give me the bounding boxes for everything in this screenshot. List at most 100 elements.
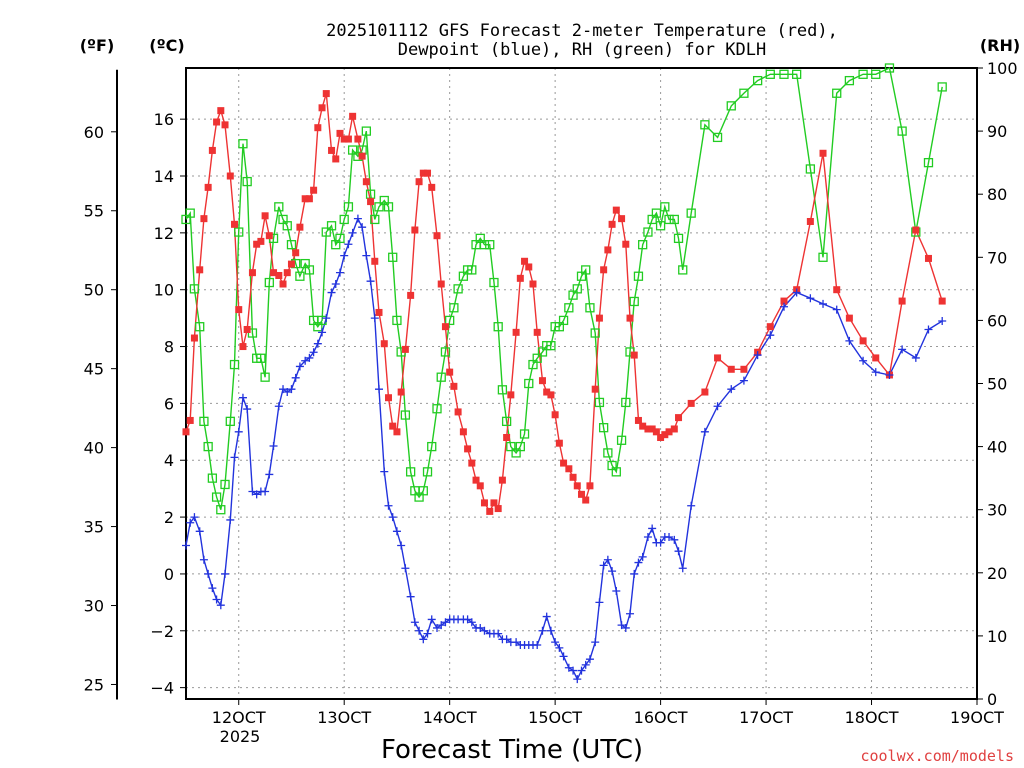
dewpoint-point	[234, 427, 243, 436]
dewpoint-point	[375, 385, 384, 394]
rh-point	[621, 397, 631, 408]
dewpoint-point	[261, 487, 270, 496]
rh-point	[493, 322, 503, 332]
x-tick-label: 16OCT	[634, 708, 688, 727]
rh-point	[590, 328, 600, 338]
temperature-point	[604, 246, 612, 254]
temperature-point	[375, 308, 383, 316]
credit-link[interactable]: coolwx.com/models	[860, 747, 1014, 765]
dewpoint-point	[437, 621, 446, 630]
rh-point	[897, 126, 907, 136]
dewpoint-point	[727, 385, 736, 394]
fahrenheit-tick-label: 50	[84, 281, 104, 300]
dewpoint-point	[559, 652, 568, 661]
dewpoint-point	[441, 618, 450, 627]
dewpoint-point	[739, 376, 748, 385]
rh-point	[418, 486, 428, 496]
rh-point	[572, 284, 582, 294]
rh-point	[818, 252, 828, 262]
dewpoint-point	[331, 280, 340, 289]
dewpoint-point	[186, 518, 195, 527]
dewpoint-point	[291, 373, 300, 382]
temperature-point	[437, 280, 445, 288]
rh-tick-label: 80	[987, 185, 1007, 204]
rh-point	[700, 120, 710, 130]
temperature-point	[283, 269, 291, 277]
dewpoint-point	[480, 626, 489, 635]
rh-point	[765, 69, 775, 79]
temperature-point	[454, 408, 462, 416]
celsius-tick-label: 6	[164, 394, 174, 413]
rh-point	[805, 164, 816, 174]
temperature-point	[533, 328, 541, 336]
temperature-point	[924, 254, 932, 262]
dewpoint-point	[301, 356, 310, 365]
rh-point	[655, 221, 666, 231]
temperature-point	[670, 425, 678, 433]
chart-subtitle: Dewpoint (blue), RH (green) for KDLH	[398, 40, 766, 60]
dewpoint-point	[212, 595, 221, 604]
dewpoint-point	[871, 368, 880, 377]
rh-point	[453, 284, 463, 294]
temperature-point	[296, 223, 304, 231]
dewpoint-point	[564, 663, 573, 672]
dewpoint-point	[182, 541, 190, 550]
temperature-point	[362, 178, 370, 186]
rh-point	[405, 467, 416, 477]
chart-title: 2025101112 GFS Forecast 2-meter Temperat…	[326, 21, 838, 41]
rh-point	[189, 284, 200, 294]
temperature-point	[450, 382, 458, 390]
temperature-point	[354, 135, 362, 143]
dewpoint-point	[265, 470, 274, 479]
rh-point	[884, 63, 895, 73]
temperature-point	[314, 124, 322, 132]
fahrenheit-tick-label: 30	[84, 597, 104, 616]
temperature-point	[270, 269, 278, 277]
rh-tick-label: 90	[987, 122, 1007, 141]
temperature-point	[200, 215, 208, 223]
dewpoint-point	[626, 609, 635, 618]
x-tick-label: 12OCT	[212, 708, 266, 727]
temperature-point	[472, 476, 480, 484]
dewpoint-point	[502, 635, 511, 644]
rh-point	[616, 435, 627, 445]
temperature-point	[648, 425, 656, 433]
dewpoint-point	[248, 487, 257, 496]
dewpoint-point	[190, 513, 199, 522]
temperature-point	[701, 388, 709, 396]
temperature-point	[182, 428, 190, 436]
dewpoint-point	[599, 561, 608, 570]
dewpoint-point	[924, 325, 933, 334]
temperature-point	[424, 169, 432, 177]
dewpoint-point	[397, 541, 406, 550]
rh-point	[485, 240, 495, 250]
temperature-point	[322, 90, 330, 98]
temperature-point	[459, 428, 467, 436]
dewpoint-point	[621, 623, 630, 632]
temperature-point	[407, 291, 415, 299]
dewpoint-point	[208, 584, 217, 593]
temperature-point	[543, 388, 551, 396]
dewpoint-point	[859, 356, 868, 365]
rh-point	[546, 340, 556, 351]
temperature-point	[384, 394, 392, 402]
dewpoint-point	[555, 643, 564, 652]
dewpoint-point	[401, 564, 410, 573]
dewpoint-point	[322, 314, 331, 323]
dewpoint-point	[410, 618, 419, 627]
dewpoint-point	[819, 299, 828, 308]
temperature-point	[507, 391, 515, 399]
dewpoint-point	[335, 268, 344, 277]
rh-tick-label: 20	[987, 564, 1007, 583]
rh-tick-label: 60	[987, 311, 1007, 330]
rh-point	[923, 157, 934, 168]
rh-point	[581, 265, 591, 275]
rh-point	[651, 208, 662, 218]
rh-point	[388, 252, 398, 262]
temperature-point	[428, 183, 436, 191]
temperature-point	[476, 482, 484, 490]
temperature-point	[657, 434, 665, 442]
rh-point	[207, 473, 218, 483]
temperature-point	[415, 178, 423, 186]
